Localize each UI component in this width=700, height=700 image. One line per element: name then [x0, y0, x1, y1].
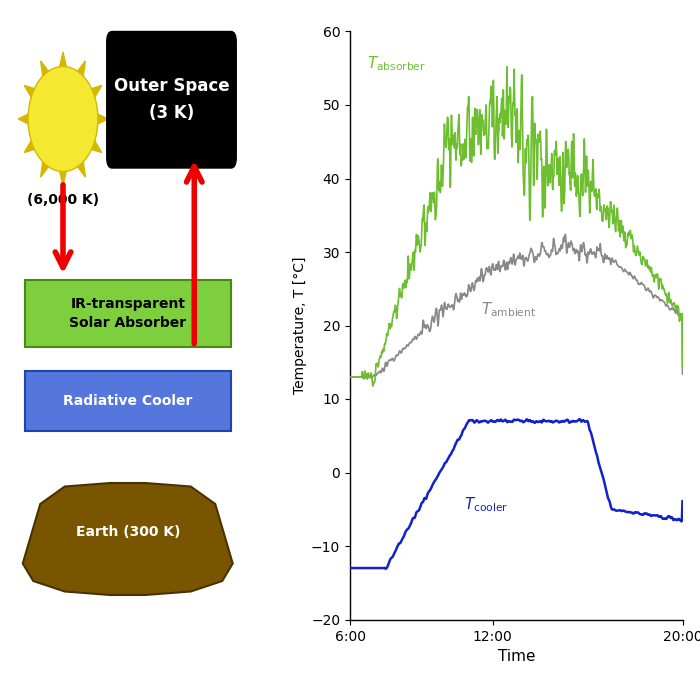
Polygon shape [25, 85, 37, 101]
Polygon shape [59, 167, 67, 186]
Polygon shape [25, 137, 37, 153]
Text: (6,000 K): (6,000 K) [27, 193, 99, 206]
Polygon shape [76, 61, 85, 80]
Y-axis label: Temperature, T [°C]: Temperature, T [°C] [293, 257, 307, 394]
Polygon shape [89, 85, 102, 101]
Polygon shape [76, 158, 85, 177]
FancyBboxPatch shape [25, 280, 231, 346]
Text: Earth (300 K): Earth (300 K) [76, 525, 180, 539]
Text: $T_{\rm cooler}$: $T_{\rm cooler}$ [464, 496, 508, 514]
Polygon shape [41, 61, 50, 80]
Polygon shape [18, 113, 31, 125]
Text: $T_{\rm absorber}$: $T_{\rm absorber}$ [367, 55, 426, 73]
Text: IR-transparent
Solar Absorber: IR-transparent Solar Absorber [69, 298, 186, 330]
Polygon shape [59, 52, 67, 71]
Text: $T_{\rm ambient}$: $T_{\rm ambient}$ [481, 300, 536, 319]
Text: Outer Space
(3 K): Outer Space (3 K) [113, 77, 230, 122]
X-axis label: Time: Time [498, 650, 535, 664]
FancyBboxPatch shape [25, 371, 231, 430]
Ellipse shape [28, 66, 98, 172]
Polygon shape [41, 158, 50, 177]
Polygon shape [95, 113, 108, 125]
Polygon shape [22, 483, 232, 595]
Text: Radiative Cooler: Radiative Cooler [63, 394, 193, 408]
Polygon shape [89, 137, 102, 153]
FancyBboxPatch shape [106, 32, 237, 168]
